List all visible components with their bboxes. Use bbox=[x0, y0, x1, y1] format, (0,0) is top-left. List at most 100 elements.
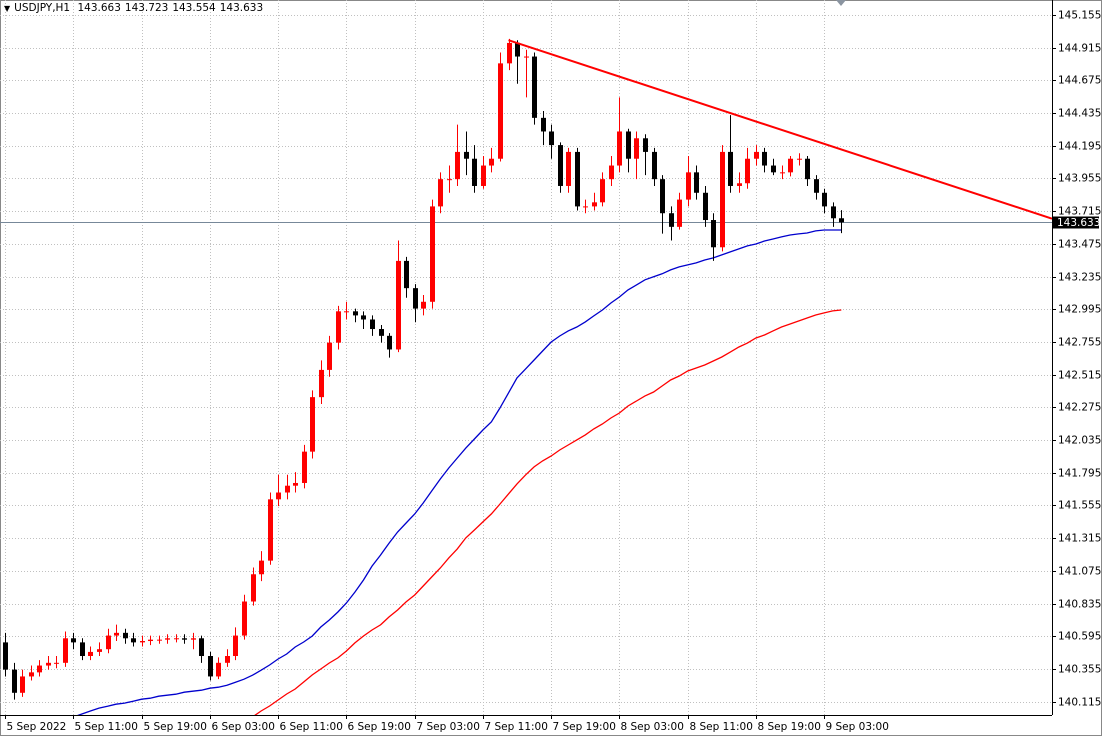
y-tick-label: 142.515 bbox=[1058, 370, 1101, 382]
candle-body bbox=[694, 172, 699, 193]
y-tick-label: 141.795 bbox=[1058, 468, 1101, 480]
candle-body bbox=[771, 165, 776, 173]
candle-body bbox=[268, 499, 273, 561]
x-tick-label: 5 Sep 2022 bbox=[7, 721, 67, 733]
candle-body bbox=[686, 172, 691, 200]
candle-body bbox=[558, 145, 563, 186]
candle-body bbox=[737, 183, 742, 186]
candle-body bbox=[106, 635, 111, 650]
candle-body bbox=[609, 165, 614, 180]
y-tick-label: 144.915 bbox=[1058, 43, 1101, 55]
x-tick-label: 7 Sep 11:00 bbox=[485, 721, 548, 733]
symbol: USDJPY,H1 bbox=[14, 2, 71, 14]
candle-body bbox=[745, 158, 750, 184]
candle-body bbox=[754, 151, 759, 159]
x-tick-label: 8 Sep 03:00 bbox=[621, 721, 684, 733]
candle-body bbox=[839, 218, 844, 223]
candle-body bbox=[507, 42, 512, 64]
moving-average bbox=[254, 309, 842, 715]
candle-body bbox=[225, 656, 230, 663]
candle-body bbox=[703, 192, 708, 221]
candle-body bbox=[566, 151, 571, 186]
x-tick-label: 8 Sep 11:00 bbox=[690, 721, 753, 733]
x-tick-label: 7 Sep 03:00 bbox=[417, 721, 480, 733]
candle-body bbox=[780, 172, 785, 174]
y-tick-label: 140.115 bbox=[1058, 697, 1101, 709]
candle-body bbox=[361, 315, 366, 320]
candle-body bbox=[438, 179, 443, 207]
candle-body bbox=[54, 662, 59, 664]
candle-body bbox=[97, 649, 102, 652]
trendline bbox=[508, 39, 1052, 220]
candle-body bbox=[805, 158, 810, 180]
candle-body bbox=[353, 311, 358, 316]
y-tick-label: 144.195 bbox=[1058, 141, 1101, 153]
candle-body bbox=[114, 632, 119, 636]
candle-body bbox=[276, 492, 281, 500]
candle-body bbox=[199, 638, 204, 657]
candle-body bbox=[157, 639, 162, 641]
candle-body bbox=[498, 63, 503, 159]
candle-body bbox=[191, 638, 196, 640]
candle-body bbox=[515, 42, 520, 57]
candle-body bbox=[481, 165, 486, 186]
y-tick-label: 140.835 bbox=[1058, 599, 1101, 611]
chart-header: ▼ USDJPY,H1 143.663 143.723 143.554 143.633 bbox=[4, 2, 267, 14]
candle-body bbox=[677, 199, 682, 227]
x-tick-label: 8 Sep 19:00 bbox=[758, 721, 821, 733]
candle-body bbox=[148, 639, 153, 642]
candle-body bbox=[814, 179, 819, 193]
candle-body bbox=[80, 642, 85, 657]
grid bbox=[0, 0, 1052, 715]
candle-body bbox=[302, 451, 307, 483]
candle-body bbox=[63, 638, 68, 663]
candle-body bbox=[711, 220, 716, 248]
x-tick-label: 5 Sep 19:00 bbox=[144, 721, 207, 733]
y-tick-label: 142.995 bbox=[1058, 304, 1101, 316]
y-tick-label: 143.235 bbox=[1058, 272, 1101, 284]
candle-body bbox=[600, 179, 605, 203]
candle-body bbox=[455, 151, 460, 180]
y-tick-label: 141.315 bbox=[1058, 533, 1101, 545]
candle-body bbox=[29, 672, 34, 677]
candle-body bbox=[592, 202, 597, 207]
y-tick-label: 142.755 bbox=[1058, 337, 1101, 349]
candle-body bbox=[182, 638, 187, 640]
candle-body bbox=[131, 638, 136, 643]
candle-body bbox=[404, 260, 409, 289]
candle-body bbox=[575, 151, 580, 207]
candle-body bbox=[822, 192, 827, 207]
candle-body bbox=[652, 151, 657, 180]
y-tick-label: 145.155 bbox=[1058, 10, 1101, 22]
x-tick-label: 5 Sep 11:00 bbox=[75, 721, 138, 733]
candle-body bbox=[233, 635, 238, 657]
open-value: 143.663 bbox=[77, 2, 121, 14]
y-tick-label: 142.035 bbox=[1058, 435, 1101, 447]
candle-body bbox=[327, 342, 332, 370]
candle-body bbox=[310, 397, 315, 452]
y-tick-label: 144.675 bbox=[1058, 75, 1101, 87]
candle-body bbox=[464, 151, 469, 159]
x-tick-label: 9 Sep 03:00 bbox=[826, 721, 889, 733]
candle-body bbox=[370, 319, 375, 330]
y-tick-label: 144.435 bbox=[1058, 108, 1101, 120]
candle-body bbox=[532, 56, 537, 118]
candle-body bbox=[788, 158, 793, 173]
y-tick-label: 140.595 bbox=[1058, 631, 1101, 643]
candle-body bbox=[549, 131, 554, 146]
candle-body bbox=[669, 213, 674, 227]
plot-area bbox=[0, 38, 1052, 715]
candle-body bbox=[660, 179, 665, 214]
close-value: 143.633 bbox=[219, 2, 264, 14]
candle-body bbox=[37, 665, 42, 673]
candle-body bbox=[259, 560, 264, 575]
candle-body bbox=[293, 482, 298, 486]
candle-body bbox=[396, 260, 401, 350]
candle-body bbox=[123, 632, 128, 639]
y-tick-label: 143.475 bbox=[1058, 239, 1101, 251]
candle-body bbox=[472, 158, 477, 186]
candle-body bbox=[524, 56, 529, 58]
